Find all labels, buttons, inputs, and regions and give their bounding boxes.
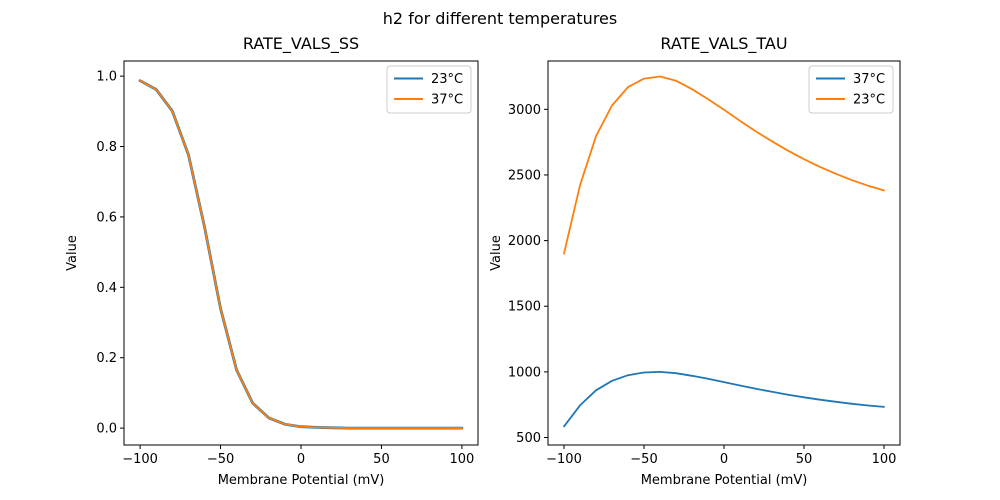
y-axis-label: Value — [489, 235, 504, 271]
y-axis-label: Value — [65, 235, 80, 271]
legend-entry-label: 37°C — [853, 72, 885, 87]
x-tick-label: 50 — [796, 452, 813, 467]
curve-37°C — [139, 79, 463, 430]
legend-entry-label: 23°C — [431, 72, 463, 87]
x-tick-label: −100 — [122, 452, 158, 467]
x-tick-label: 0 — [297, 452, 305, 467]
x-tick-label: −50 — [207, 452, 234, 467]
x-tick-label: 100 — [449, 452, 474, 467]
x-tick-label: 50 — [373, 452, 390, 467]
x-axis-label: Membrane Potential (mV) — [218, 473, 385, 488]
y-tick-label: 3000 — [508, 103, 541, 118]
x-tick-label: −50 — [630, 452, 657, 467]
legend-entry-label: 23°C — [853, 93, 885, 108]
curve-23°C — [563, 75, 885, 255]
y-tick-label: 0.6 — [96, 210, 117, 225]
legend: 23°C 37°C — [386, 65, 472, 114]
subplot-left: −100 −50 0 50 100 0.0 0.2 0.4 0.6 0.8 1.0 RATE_VALS… — [65, 34, 479, 488]
axes-frame — [547, 60, 901, 446]
y-tick-label: 1.0 — [96, 70, 117, 85]
x-tick-label: −100 — [546, 452, 582, 467]
subplot-title: RATE_VALS_SS — [243, 34, 359, 54]
legend: 37°C 23°C — [808, 65, 894, 114]
x-tick-label: 0 — [720, 452, 728, 467]
axes-frame — [123, 60, 479, 446]
y-tick-label: 0.0 — [96, 422, 117, 437]
curve-37°C — [563, 370, 885, 428]
subplot-right: −100 −50 0 50 100 500 1000 1500 2000 2500 3000 RATE… — [489, 34, 901, 488]
figure-title: h2 for different temperatures — [382, 9, 618, 28]
subplot-title: RATE_VALS_TAU — [660, 34, 787, 54]
x-tick-label: 100 — [872, 452, 897, 467]
x-axis-label: Membrane Potential (mV) — [641, 473, 808, 488]
y-tick-label: 1000 — [508, 365, 541, 380]
y-tick-label: 1500 — [508, 300, 541, 315]
y-tick-label: 2500 — [508, 168, 541, 183]
legend-entry-label: 37°C — [431, 93, 463, 108]
y-tick-label: 2000 — [508, 234, 541, 249]
y-tick-label: 500 — [516, 431, 541, 446]
y-tick-label: 0.8 — [96, 140, 117, 155]
y-tick-label: 0.2 — [96, 351, 117, 366]
y-tick-label: 0.4 — [96, 281, 117, 296]
